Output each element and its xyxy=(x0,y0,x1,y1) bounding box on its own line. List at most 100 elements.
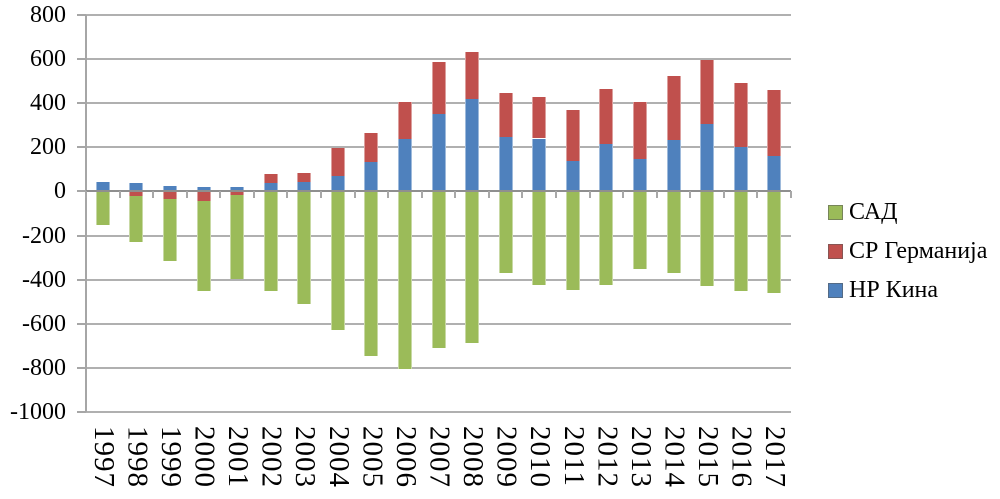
bar-segment-china-2012 xyxy=(599,144,614,192)
bar-segment-china-2002 xyxy=(263,182,278,192)
legend-swatch-china xyxy=(828,282,843,298)
y-axis-tick xyxy=(77,102,86,105)
y-axis-tick xyxy=(77,58,86,61)
legend-item-germany: СР Германија xyxy=(828,239,987,263)
bar-segment-china-1997 xyxy=(95,181,110,192)
x-axis-tick xyxy=(219,191,222,199)
bar-segment-germany-2002 xyxy=(263,173,278,183)
bar-segment-germany-2013 xyxy=(632,102,647,160)
x-axis-tick xyxy=(454,191,457,199)
x-axis-tick xyxy=(185,191,188,199)
x-axis-label: 2011 xyxy=(557,426,590,487)
bar-segment-usa-2017 xyxy=(767,191,782,293)
y-axis-label: -600 xyxy=(22,310,66,337)
bar-segment-germany-1998 xyxy=(129,191,144,196)
bar-segment-germany-2017 xyxy=(767,89,782,157)
bar-segment-usa-2008 xyxy=(465,191,480,343)
y-axis-tick xyxy=(77,411,86,413)
bar-segment-china-2015 xyxy=(700,124,715,192)
y-axis-tick xyxy=(77,14,86,16)
bar-segment-germany-2001 xyxy=(230,191,245,195)
bar-segment-germany-2009 xyxy=(498,93,513,138)
x-axis-label: 2016 xyxy=(725,426,758,488)
legend: САД СР Германија НР Кина xyxy=(828,200,987,317)
bar-segment-china-2013 xyxy=(632,159,647,192)
x-axis-label: 2005 xyxy=(356,426,389,488)
bar-segment-china-2003 xyxy=(297,181,312,192)
x-axis-tick xyxy=(756,191,759,199)
bar-segment-usa-2014 xyxy=(666,191,681,274)
bar-segment-germany-2016 xyxy=(733,83,748,148)
bar-segment-germany-1999 xyxy=(162,191,177,200)
x-axis-tick xyxy=(655,191,658,199)
bar-segment-germany-2005 xyxy=(364,132,379,162)
bar-segment-china-2014 xyxy=(666,139,681,192)
bar-segment-china-2004 xyxy=(330,176,345,192)
bar-segment-usa-2012 xyxy=(599,191,614,286)
bar-segment-germany-2010 xyxy=(532,96,547,139)
gridline xyxy=(86,58,791,61)
x-axis-line xyxy=(86,190,791,193)
y-axis-tick xyxy=(77,278,86,281)
bar-segment-germany-2008 xyxy=(465,52,480,99)
bar-segment-china-1999 xyxy=(162,185,177,192)
y-axis-label: -400 xyxy=(22,266,66,293)
bar-segment-usa-2001 xyxy=(230,194,245,279)
bar-segment-usa-2016 xyxy=(733,191,748,291)
x-axis-label: 2017 xyxy=(759,426,792,488)
bar-segment-germany-2011 xyxy=(565,109,580,161)
y-axis-tick xyxy=(77,234,86,237)
bar-segment-germany-2015 xyxy=(700,60,715,125)
bar-segment-usa-2000 xyxy=(196,201,211,291)
x-axis-tick xyxy=(286,191,289,199)
x-axis-tick xyxy=(252,191,255,199)
x-axis-tick xyxy=(85,191,87,199)
bar-segment-usa-2005 xyxy=(364,191,379,356)
bar-segment-usa-2006 xyxy=(397,191,412,369)
y-axis-label: 800 xyxy=(30,2,66,28)
bar-segment-germany-2004 xyxy=(330,148,345,176)
gridline xyxy=(86,14,791,16)
y-axis-tick xyxy=(77,146,86,149)
bar-segment-china-2001 xyxy=(230,187,245,192)
x-axis-tick xyxy=(555,191,557,199)
bar-segment-usa-1997 xyxy=(95,191,110,225)
x-axis-label: 2015 xyxy=(692,426,725,488)
y-axis-tick xyxy=(77,322,86,325)
bar-segment-china-2008 xyxy=(465,98,480,192)
legend-label-china: НР Кина xyxy=(849,277,939,303)
x-axis-label: 1997 xyxy=(87,426,120,488)
x-axis-tick xyxy=(353,191,356,199)
bar-segment-china-2017 xyxy=(767,156,782,192)
bar-segment-china-2009 xyxy=(498,137,513,192)
bar-segment-china-2010 xyxy=(532,138,547,192)
legend-item-china: НР Кина xyxy=(828,278,987,302)
x-axis-tick xyxy=(320,191,322,199)
x-axis-tick xyxy=(387,191,390,199)
y-axis-label: 400 xyxy=(30,90,66,117)
x-axis-label: 2007 xyxy=(423,426,456,488)
gridline xyxy=(86,411,791,413)
bar-segment-usa-1998 xyxy=(129,195,144,243)
x-axis-tick xyxy=(521,191,524,199)
bar-segment-germany-2000 xyxy=(196,191,211,202)
bar-segment-usa-2004 xyxy=(330,191,345,331)
bar-segment-china-2000 xyxy=(196,187,211,192)
bar-segment-usa-1999 xyxy=(162,199,177,261)
bar-segment-germany-2007 xyxy=(431,62,446,115)
x-axis-tick xyxy=(790,191,792,199)
bar-segment-china-2011 xyxy=(565,160,580,192)
x-axis-label: 2000 xyxy=(188,426,221,488)
bar-segment-usa-2011 xyxy=(565,191,580,290)
bar-segment-china-2016 xyxy=(733,147,748,192)
x-axis-tick xyxy=(622,191,625,199)
y-axis-label: -200 xyxy=(22,222,66,249)
x-axis-tick xyxy=(420,191,423,199)
x-axis-tick xyxy=(588,191,591,199)
bar-segment-germany-2012 xyxy=(599,88,614,144)
bar-segment-germany-2003 xyxy=(297,172,312,182)
bar-segment-usa-2007 xyxy=(431,191,446,349)
bar-segment-usa-2002 xyxy=(263,191,278,291)
bar-segment-usa-2013 xyxy=(632,191,647,269)
